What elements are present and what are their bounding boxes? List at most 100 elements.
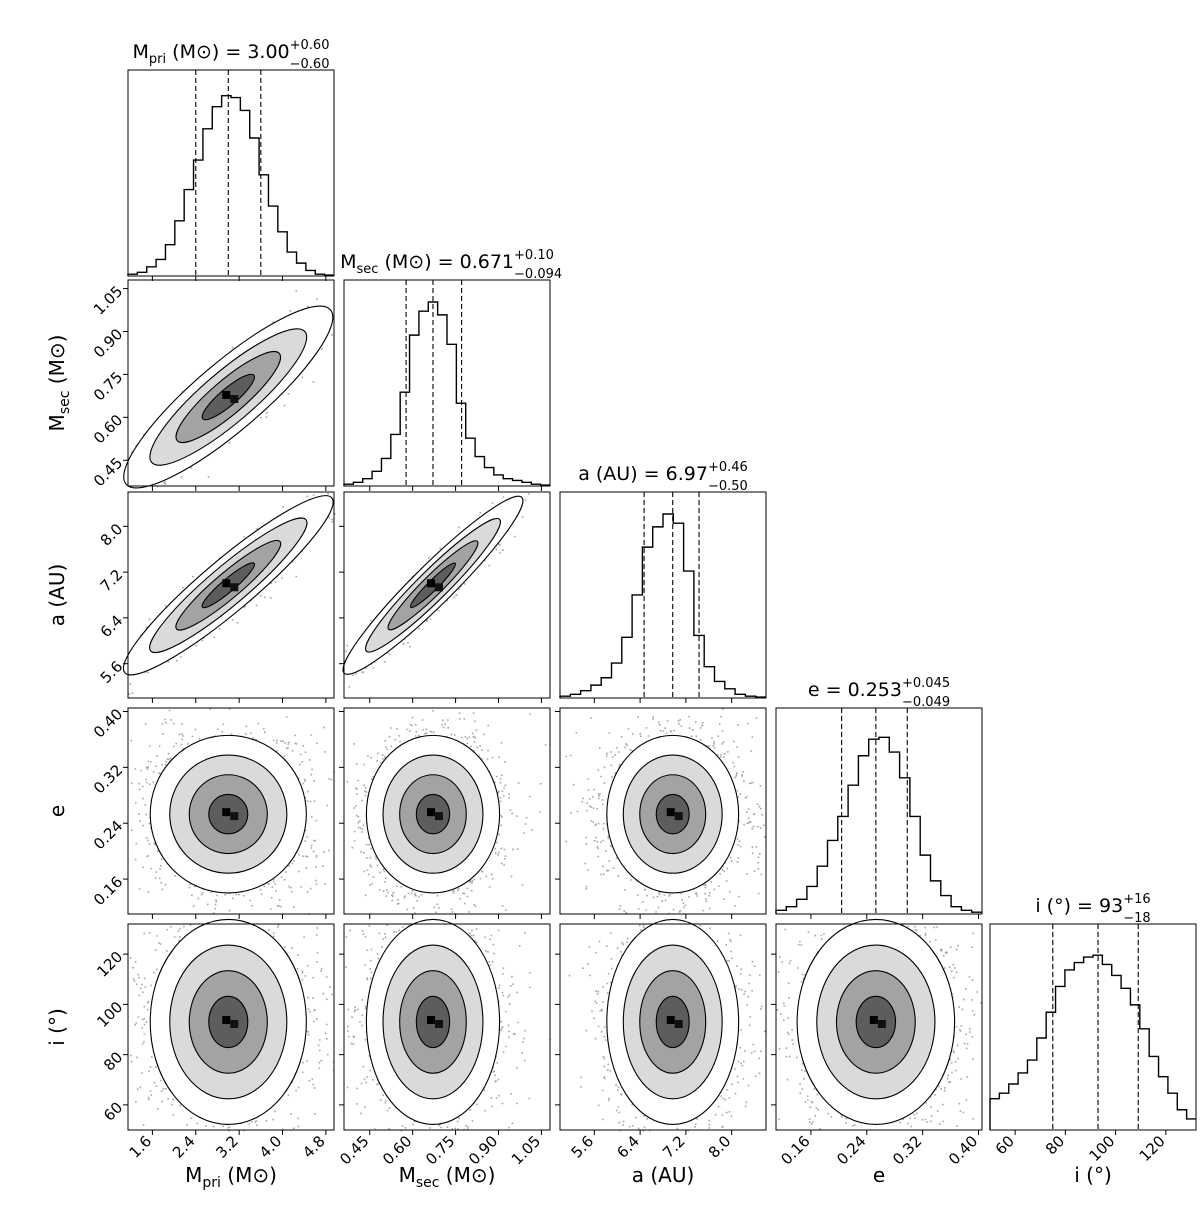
title-unit: (M⊙) = (166, 41, 247, 63)
density-peak-2 (230, 812, 239, 821)
title-pre: M (340, 251, 356, 273)
title-sub: pri (149, 52, 166, 67)
panel-frame-4-2 (559, 923, 767, 1131)
y-tick-label: 0.90 (90, 325, 126, 361)
panel-frame-3-2 (559, 707, 767, 915)
axis-label-mpri: Mpri (M⊙) (185, 1163, 277, 1191)
panel-frame-3-0 (127, 707, 335, 915)
x-tick-label: 8.0 (705, 1132, 735, 1162)
y-tick-label: 60 (100, 1099, 126, 1125)
scatter-mpri-msec (123, 290, 334, 489)
y-tick-label: 80 (100, 1048, 126, 1074)
x-tick-label: 4.8 (299, 1132, 329, 1162)
density-peak-2 (674, 1019, 683, 1028)
axis-label-sub: sec (416, 1175, 440, 1191)
title-a: a (AU) = 6.97+0.46 (578, 460, 748, 485)
scatter-layer (122, 290, 982, 1132)
density-peak-2 (230, 1019, 239, 1028)
axis-label-unit: (M⊙) (221, 1163, 277, 1187)
histogram-msec (343, 301, 550, 486)
density-peak-2 (434, 583, 443, 592)
panel-frame-4-3 (775, 923, 983, 1131)
scatter-e-i (776, 918, 982, 1130)
panel-frame-0-0 (127, 69, 335, 277)
title-median: 0.253 (848, 679, 902, 701)
y-tick-label: 0.16 (90, 873, 126, 909)
y-tick-label: 7.2 (97, 566, 127, 596)
density-peak (222, 391, 231, 400)
title-pre: e = (808, 679, 848, 701)
title-median: 0.671 (460, 251, 514, 273)
histogram-i (989, 954, 1196, 1130)
panel-frame-1-0 (127, 279, 335, 487)
axis-label-a: a (AU) (45, 564, 69, 627)
axis-label-a: a (AU) (632, 1163, 695, 1187)
scatter-mpri-a (122, 492, 336, 695)
y-tick-label: 0.32 (90, 761, 126, 797)
title-err-plus: +0.10 (514, 248, 554, 263)
density-peak (222, 808, 231, 817)
scatter-a-e (565, 708, 766, 915)
title-err-minus-msec: −0.094 (514, 267, 562, 282)
axis-label-e: e (873, 1163, 885, 1187)
y-tick-label: 0.45 (90, 454, 126, 490)
title-sub: sec (357, 262, 379, 277)
axis-label-main: a (AU) (632, 1163, 695, 1187)
x-tick-label: 0.40 (945, 1132, 981, 1168)
x-tick-label: 80 (1042, 1132, 1068, 1158)
title-err-plus: +16 (1123, 892, 1150, 907)
panel-frame-1-1 (343, 279, 551, 487)
density-peak (869, 1015, 878, 1024)
panel-frame-4-4 (989, 923, 1197, 1131)
y-tick-label: 120 (93, 948, 126, 981)
axis-label-i: i (°) (1074, 1163, 1112, 1187)
histogram-mpri (127, 94, 334, 276)
axis-label-msec: Msec (M⊙) (45, 335, 73, 432)
axis-label-sub: pri (202, 1175, 221, 1191)
x-tick-label: 0.45 (336, 1132, 372, 1168)
y-tick-label: 1.05 (90, 282, 126, 318)
x-tick-label: 5.6 (568, 1132, 598, 1162)
density-peak (426, 808, 435, 817)
y-tick-label: 5.6 (97, 657, 127, 687)
y-tick-label: 0.40 (90, 705, 126, 741)
axis-label-main: e (45, 805, 69, 817)
title-err-plus: +0.045 (902, 676, 950, 691)
panel-frame-3-1 (343, 707, 551, 915)
x-tick-label: 7.2 (659, 1132, 689, 1162)
axis-label-main: a (AU) (45, 564, 69, 627)
axis-label-main: M (399, 1163, 416, 1187)
title-err-plus: +0.46 (708, 460, 748, 475)
title-mpri: Mpri (M⊙) = 3.00+0.60 (133, 38, 330, 67)
x-tick-label: 4.0 (256, 1132, 286, 1162)
axis-label-i: i (°) (45, 1008, 69, 1046)
panel-frame-3-3 (775, 707, 983, 915)
title-err-minus-a: −0.50 (708, 479, 748, 494)
density-peak-2 (230, 583, 239, 592)
x-tick-label: 60 (992, 1132, 1018, 1158)
density-peak-2 (230, 395, 239, 404)
frames-layer (123, 69, 1197, 1135)
y-tick-label: 6.4 (97, 612, 127, 642)
density-peak (666, 808, 675, 817)
histogram-a (559, 513, 766, 698)
scatter-a-i (568, 918, 766, 1132)
x-tick-label: 6.4 (613, 1132, 643, 1162)
density-peak (426, 1015, 435, 1024)
title-median: 6.97 (666, 463, 708, 485)
title-pre: M (133, 41, 149, 63)
title-err-plus: +0.60 (290, 38, 330, 53)
title-pre: a (AU) = (578, 463, 665, 485)
title-msec: Msec (M⊙) = 0.671+0.10 (340, 248, 554, 277)
axis-label-main: i (°) (45, 1008, 69, 1046)
x-tick-label: 1.05 (508, 1132, 544, 1168)
density-peak (222, 1015, 231, 1024)
density-peak (666, 1015, 675, 1024)
x-tick-label: 3.2 (212, 1132, 242, 1162)
density-peak-2 (434, 812, 443, 821)
histogram-e (775, 736, 982, 914)
scatter-mpri-e (130, 708, 335, 915)
axis-label-main: M (185, 1163, 202, 1187)
axis-label-main: e (873, 1163, 885, 1187)
